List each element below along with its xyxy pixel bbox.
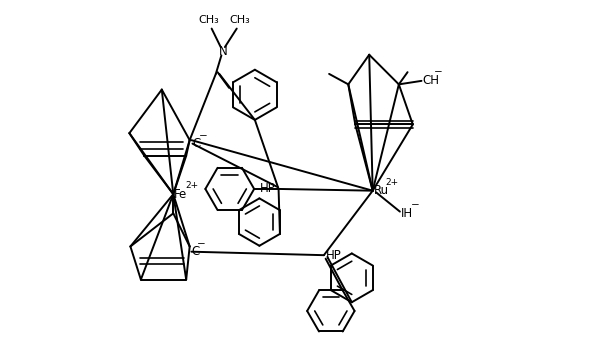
Text: −: − — [197, 239, 206, 249]
Text: CH: CH — [422, 75, 439, 88]
Text: C: C — [192, 137, 200, 150]
Text: HP: HP — [326, 249, 342, 262]
Text: N: N — [218, 45, 227, 58]
Text: −: − — [198, 131, 207, 141]
Text: CH₃: CH₃ — [229, 15, 250, 25]
Text: 2+: 2+ — [385, 177, 398, 187]
Text: CH₃: CH₃ — [198, 15, 219, 25]
Text: 2+: 2+ — [185, 181, 198, 190]
Text: Ru: Ru — [374, 184, 389, 197]
Text: IH: IH — [401, 207, 413, 220]
Text: −: − — [411, 200, 420, 210]
Text: HP: HP — [260, 182, 276, 195]
Text: Fe: Fe — [174, 188, 188, 201]
Text: C: C — [191, 245, 200, 258]
Text: −: − — [434, 68, 442, 77]
